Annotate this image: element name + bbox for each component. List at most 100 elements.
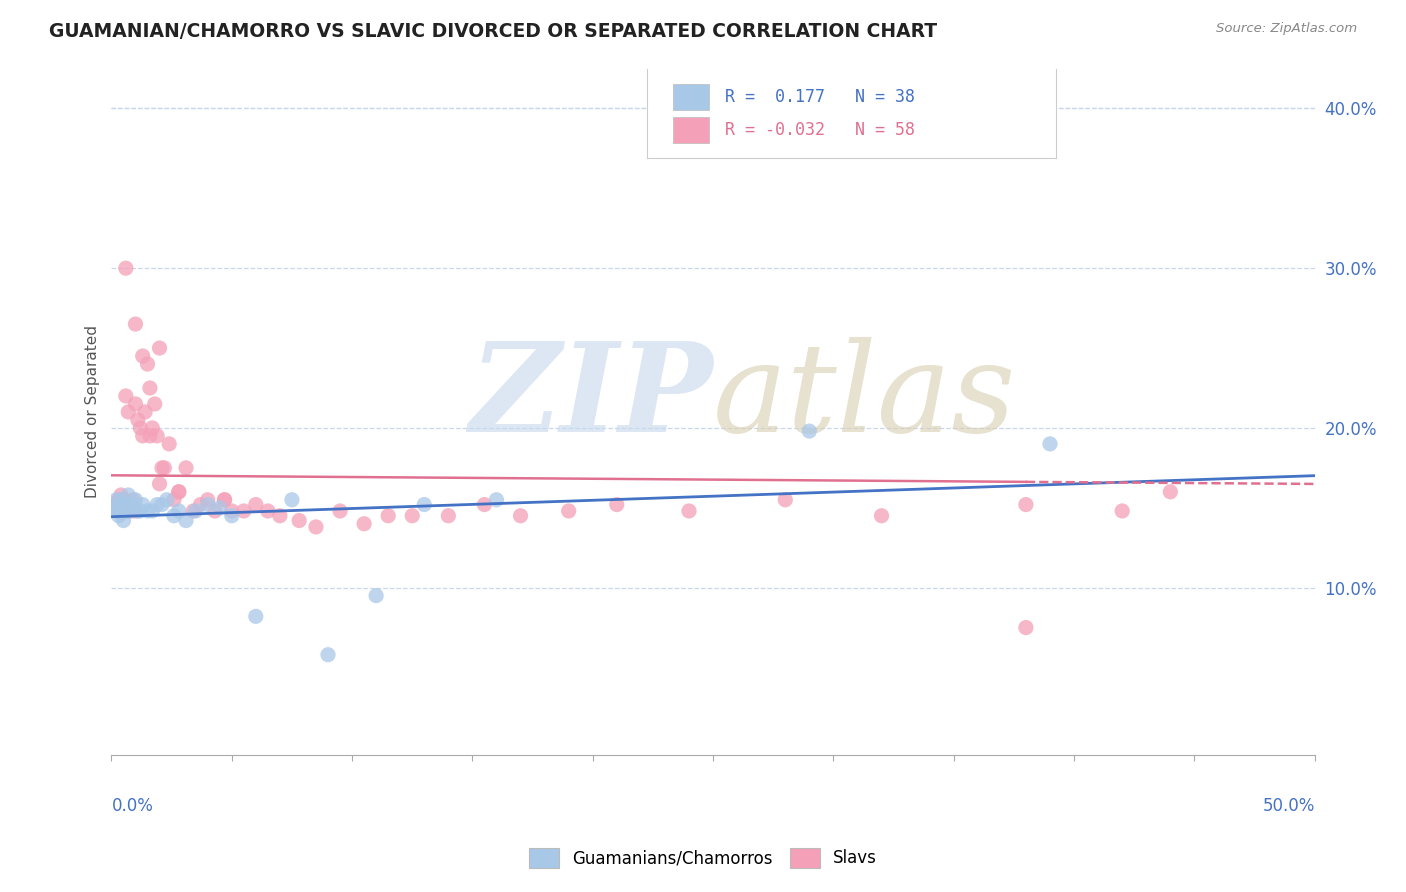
Point <box>131 429 153 443</box>
Point <box>107 498 129 512</box>
Point <box>143 397 166 411</box>
Point <box>678 504 700 518</box>
Point <box>197 498 219 512</box>
Point <box>150 460 173 475</box>
Point <box>127 504 149 518</box>
Point <box>107 492 129 507</box>
Point <box>150 498 173 512</box>
Point <box>120 504 142 518</box>
Point <box>184 504 207 518</box>
Point <box>110 504 132 518</box>
Point <box>134 405 156 419</box>
Point <box>167 504 190 518</box>
Point <box>1015 621 1038 635</box>
Text: 0.0%: 0.0% <box>111 797 153 814</box>
Point <box>316 648 339 662</box>
Point <box>474 498 496 512</box>
Point <box>112 492 135 507</box>
Point <box>131 349 153 363</box>
Point <box>167 484 190 499</box>
Point <box>139 381 162 395</box>
Point <box>329 504 352 518</box>
Point <box>606 498 628 512</box>
Point <box>103 500 125 515</box>
Point <box>107 504 129 518</box>
Point <box>139 429 162 443</box>
Point <box>131 498 153 512</box>
Point <box>799 424 821 438</box>
Legend: Guamanians/Chamorros, Slavs: Guamanians/Chamorros, Slavs <box>523 841 883 875</box>
Point <box>129 421 152 435</box>
Point <box>122 498 145 512</box>
Point <box>127 413 149 427</box>
Point <box>214 492 236 507</box>
Point <box>557 504 579 518</box>
Point <box>124 317 146 331</box>
Point <box>120 498 142 512</box>
Point <box>181 504 204 518</box>
Point <box>377 508 399 523</box>
Point <box>1015 498 1038 512</box>
Point <box>112 514 135 528</box>
Point <box>136 504 159 518</box>
Bar <box>673 84 710 110</box>
Point <box>775 492 797 507</box>
Point <box>115 504 138 518</box>
Y-axis label: Divorced or Separated: Divorced or Separated <box>86 326 100 499</box>
Text: R = -0.032   N = 58: R = -0.032 N = 58 <box>725 120 915 138</box>
Point <box>174 514 197 528</box>
Bar <box>673 117 710 143</box>
Point <box>214 492 236 507</box>
Point <box>110 504 132 518</box>
Text: R =  0.177   N = 38: R = 0.177 N = 38 <box>725 87 915 105</box>
Point <box>105 504 128 518</box>
FancyBboxPatch shape <box>647 65 1056 158</box>
Point <box>1159 484 1181 499</box>
Point <box>112 498 135 512</box>
Point <box>437 508 460 523</box>
Point <box>103 498 125 512</box>
Point <box>288 514 311 528</box>
Point <box>208 500 231 515</box>
Point <box>366 589 388 603</box>
Text: 50.0%: 50.0% <box>1263 797 1315 814</box>
Point <box>129 504 152 518</box>
Point <box>153 460 176 475</box>
Point <box>256 504 278 518</box>
Point <box>124 397 146 411</box>
Point <box>305 520 328 534</box>
Point <box>401 508 423 523</box>
Point <box>117 504 139 518</box>
Point <box>221 508 243 523</box>
Point <box>107 508 129 523</box>
Point <box>1111 504 1133 518</box>
Point <box>115 389 138 403</box>
Text: atlas: atlas <box>713 337 1017 459</box>
Point <box>281 492 304 507</box>
Point <box>124 504 146 518</box>
Point <box>197 492 219 507</box>
Point <box>156 492 179 507</box>
Point <box>117 405 139 419</box>
Point <box>117 488 139 502</box>
Point <box>167 484 190 499</box>
Point <box>110 488 132 502</box>
Point <box>105 504 128 518</box>
Point <box>157 437 180 451</box>
Point <box>204 504 226 518</box>
Text: Source: ZipAtlas.com: Source: ZipAtlas.com <box>1216 22 1357 36</box>
Point <box>174 460 197 475</box>
Point <box>163 508 186 523</box>
Point <box>245 498 267 512</box>
Point <box>148 476 170 491</box>
Point <box>124 492 146 507</box>
Point <box>110 492 132 507</box>
Point <box>353 516 375 531</box>
Point <box>136 357 159 371</box>
Point <box>221 504 243 518</box>
Point <box>146 429 169 443</box>
Point <box>190 498 212 512</box>
Point <box>122 492 145 507</box>
Point <box>148 341 170 355</box>
Point <box>115 261 138 276</box>
